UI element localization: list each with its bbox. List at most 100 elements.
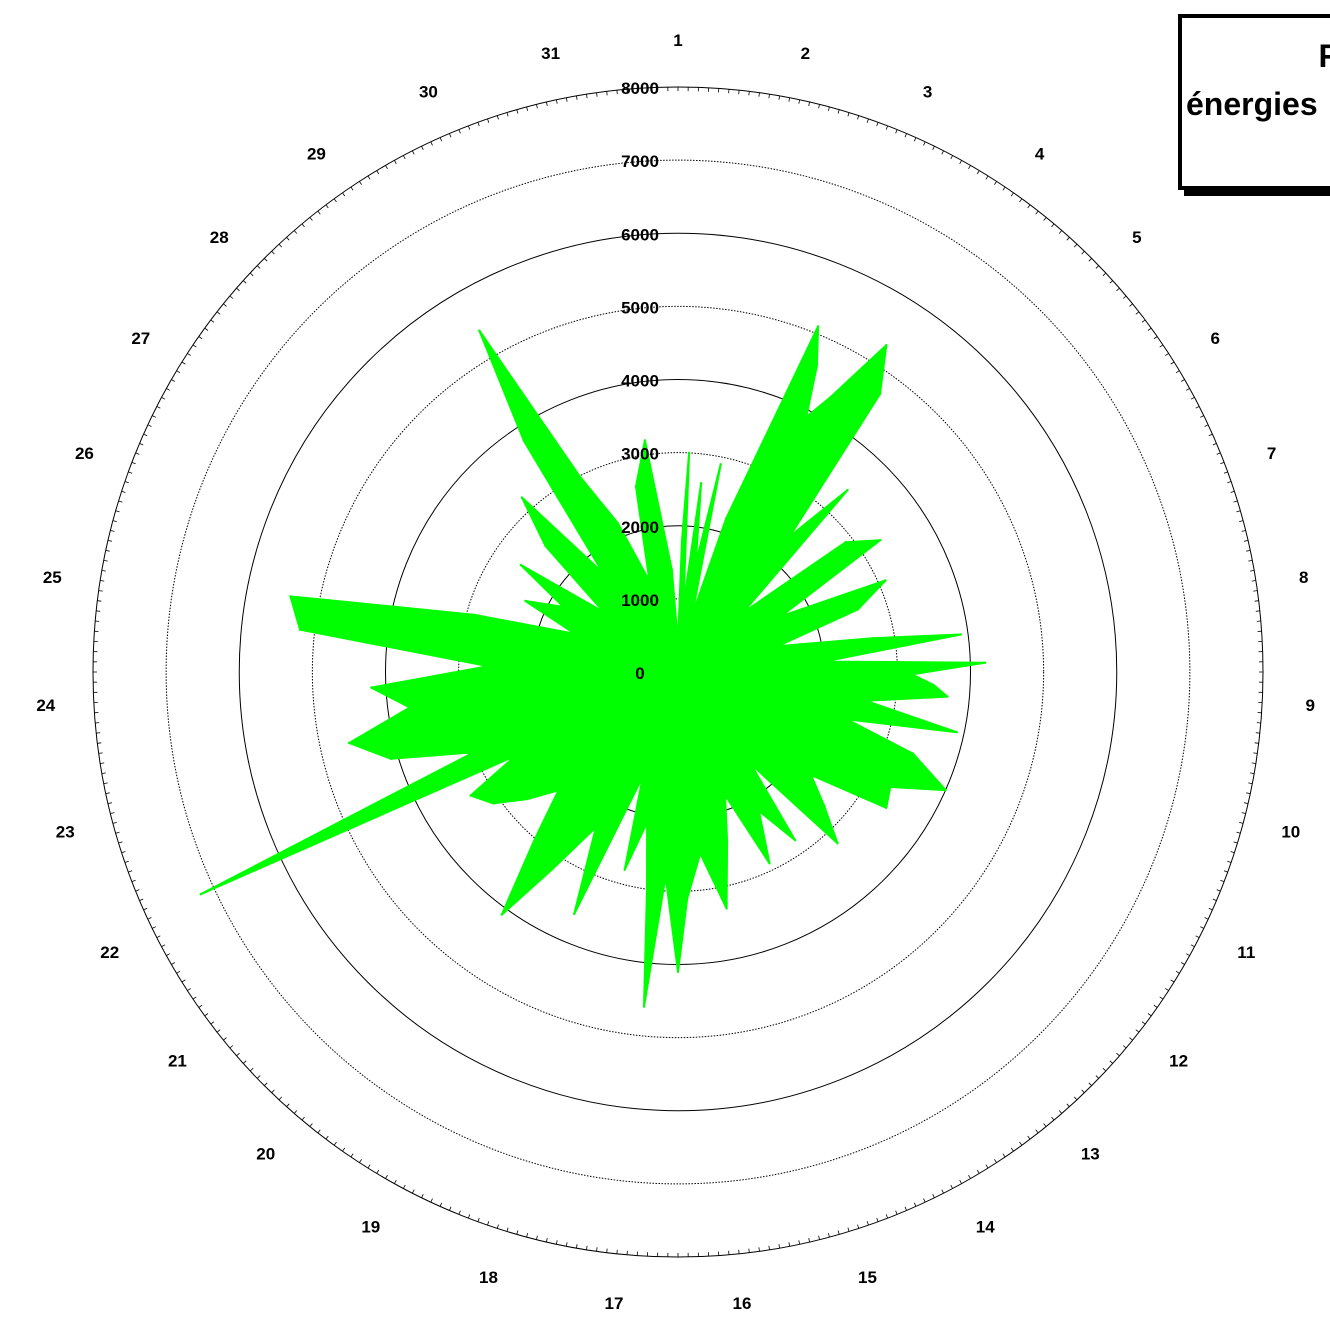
data-point-90	[634, 485, 638, 488]
data-point-26	[822, 660, 826, 663]
angular-label-3: 3	[923, 82, 932, 101]
angular-label-21: 21	[168, 1052, 187, 1071]
angular-label-29: 29	[307, 145, 326, 164]
data-point-35	[944, 788, 947, 792]
data-point-20	[779, 615, 783, 618]
data-point-52	[642, 1005, 646, 1008]
data-point-62	[557, 789, 560, 792]
data-point-57	[573, 912, 576, 916]
data-point-75	[289, 595, 292, 598]
angular-label-18: 18	[479, 1268, 498, 1287]
data-point-21	[884, 579, 887, 582]
data-point-16	[846, 488, 849, 492]
data-point-76	[472, 613, 475, 616]
data-point-70	[348, 741, 351, 745]
data-point-19	[879, 539, 882, 542]
data-point-15	[788, 535, 791, 538]
data-point-22	[856, 608, 859, 611]
data-point-91	[643, 439, 647, 442]
angular-label-31: 31	[541, 44, 560, 63]
angular-label-11: 11	[1237, 943, 1255, 962]
data-point-55	[623, 868, 626, 871]
data-point-74	[298, 628, 302, 631]
angular-label-24: 24	[36, 696, 55, 715]
data-point-69	[389, 757, 393, 760]
data-point-87	[578, 474, 581, 478]
data-point-56	[641, 774, 645, 778]
data-point-30	[946, 695, 949, 698]
data-point-89	[648, 580, 651, 583]
radial-tick-label-0: 0	[635, 664, 644, 683]
angular-label-26: 26	[75, 444, 94, 463]
data-point-60	[500, 913, 503, 916]
data-point-73	[486, 665, 490, 668]
radial-tick-label-1000: 1000	[621, 591, 659, 610]
data-point-31	[864, 699, 868, 702]
data-point-53	[645, 888, 649, 891]
data-point-82	[544, 544, 547, 548]
data-point-36	[889, 785, 892, 789]
radial-tick-label-5000: 5000	[621, 298, 659, 317]
data-point-81	[602, 611, 606, 614]
data-point-34	[911, 752, 915, 755]
angular-label-23: 23	[56, 823, 75, 842]
data-point-10	[815, 364, 819, 367]
data-point-18	[844, 541, 847, 544]
series-0-area	[199, 325, 986, 1008]
data-point-3	[682, 605, 685, 608]
data-point-28	[910, 673, 914, 676]
data-point-43	[757, 809, 761, 813]
data-point-79	[562, 605, 565, 609]
data-point-47	[725, 907, 728, 910]
chart-title-fragment-2: énergies	[1186, 86, 1318, 122]
radial-tick-label-4000: 4000	[621, 372, 659, 391]
radial-tick-label-8000: 8000	[621, 79, 659, 98]
radial-tick-label-6000: 6000	[621, 225, 659, 244]
angular-label-16: 16	[733, 1294, 752, 1313]
angular-label-10: 10	[1281, 823, 1300, 842]
data-point-49	[686, 897, 689, 900]
data-point-5	[694, 562, 697, 565]
radial-tick-labels: 0 1000 2000 3000 4000 5000 6000 7000 8000	[621, 79, 659, 683]
data-point-2	[687, 451, 691, 455]
data-point-71	[408, 706, 411, 709]
data-point-88	[616, 521, 619, 525]
data-point-46	[725, 839, 729, 842]
angular-label-8: 8	[1299, 568, 1308, 587]
data-point-4	[699, 482, 703, 485]
data-point-78	[524, 599, 527, 603]
data-point-58	[594, 825, 598, 829]
angular-label-19: 19	[361, 1218, 380, 1237]
angular-label-9: 9	[1305, 696, 1314, 715]
data-point-40	[836, 842, 839, 845]
angular-label-7: 7	[1267, 444, 1276, 463]
angular-labels: 1234567891011121314151617181920212223242…	[36, 31, 1315, 1313]
angular-label-6: 6	[1210, 329, 1219, 348]
radial-tick-label-7000: 7000	[621, 152, 659, 171]
data-point-24	[871, 637, 874, 640]
chart-title-box: F énergies	[1178, 14, 1330, 190]
angular-label-15: 15	[858, 1268, 877, 1287]
angular-label-1: 1	[673, 31, 682, 50]
data-point-64	[492, 802, 495, 805]
data-point-17	[741, 611, 744, 614]
data-point-13	[885, 344, 888, 347]
data-point-41	[749, 762, 752, 765]
grid-ring-6000	[238, 232, 1118, 1112]
angular-label-4: 4	[1035, 145, 1045, 164]
data-point-33	[845, 718, 849, 721]
data-point-12	[829, 395, 832, 399]
angular-label-20: 20	[256, 1144, 275, 1163]
chart-title-fragment-1: F	[1318, 38, 1330, 75]
data-point-68	[472, 751, 476, 754]
angular-label-22: 22	[100, 943, 119, 962]
angular-label-2: 2	[801, 44, 810, 63]
data-point-8	[725, 517, 728, 520]
data-point-83	[520, 496, 524, 499]
rim-ticks	[93, 87, 1263, 1257]
grid-ring-5000	[311, 305, 1045, 1039]
data-series	[199, 325, 987, 1008]
data-point-6	[719, 463, 722, 466]
data-point-59	[551, 868, 554, 871]
